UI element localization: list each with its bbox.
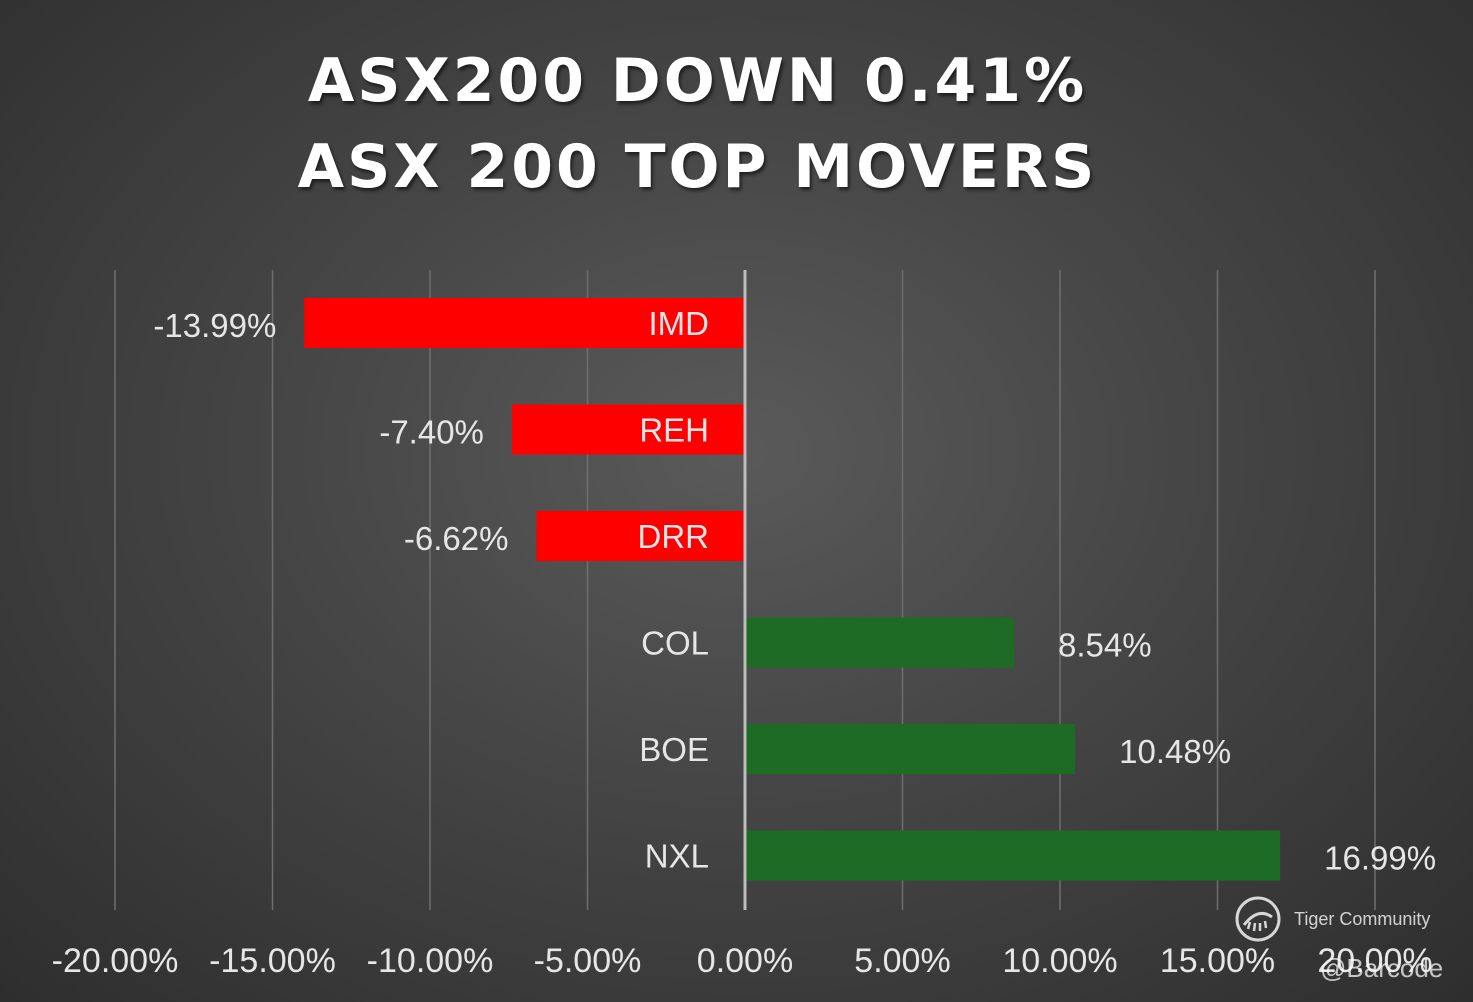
x-tick-label: -5.00%	[534, 942, 642, 980]
x-tick-label: 15.00%	[1160, 942, 1275, 980]
x-tick-label: -20.00%	[52, 942, 179, 980]
data-label: 16.99%	[1324, 840, 1436, 877]
x-tick-label: 10.00%	[1002, 942, 1117, 980]
data-label: 10.48%	[1119, 733, 1231, 770]
tiger-logo-icon	[1235, 896, 1281, 942]
data-label: -6.62%	[404, 520, 509, 557]
category-label: DRR	[638, 518, 710, 555]
data-label: 8.54%	[1058, 627, 1152, 664]
watermark-name: Tiger Community	[1294, 909, 1431, 929]
category-label: COL	[641, 625, 709, 662]
x-tick-label: -15.00%	[209, 942, 336, 980]
chart-title: ASX200 DOWN 0.41% ASX 200 TOP MOVERS	[0, 38, 1395, 210]
x-tick-label: 0.00%	[697, 942, 793, 980]
category-label: NXL	[645, 838, 709, 875]
data-label: -7.40%	[379, 414, 484, 451]
x-tick-label: -10.00%	[367, 942, 494, 980]
category-label: REH	[639, 412, 709, 449]
category-label: IMD	[649, 305, 710, 342]
watermark-handle: @Barcode	[1320, 953, 1444, 983]
bar	[536, 511, 745, 561]
title-line-2: ASX 200 TOP MOVERS	[297, 132, 1098, 202]
bar	[511, 404, 745, 455]
category-label: BOE	[639, 731, 709, 768]
title-line-1: ASX200 DOWN 0.41%	[307, 46, 1088, 116]
bar	[745, 617, 1015, 668]
bar	[745, 830, 1281, 881]
data-label: -13.99%	[153, 307, 276, 344]
watermark: Tiger Community @Barcode	[1232, 893, 1462, 993]
bar	[745, 724, 1076, 774]
bar	[304, 298, 745, 348]
x-tick-label: 20.00%	[1317, 942, 1432, 980]
x-tick-label: 5.00%	[854, 942, 950, 980]
